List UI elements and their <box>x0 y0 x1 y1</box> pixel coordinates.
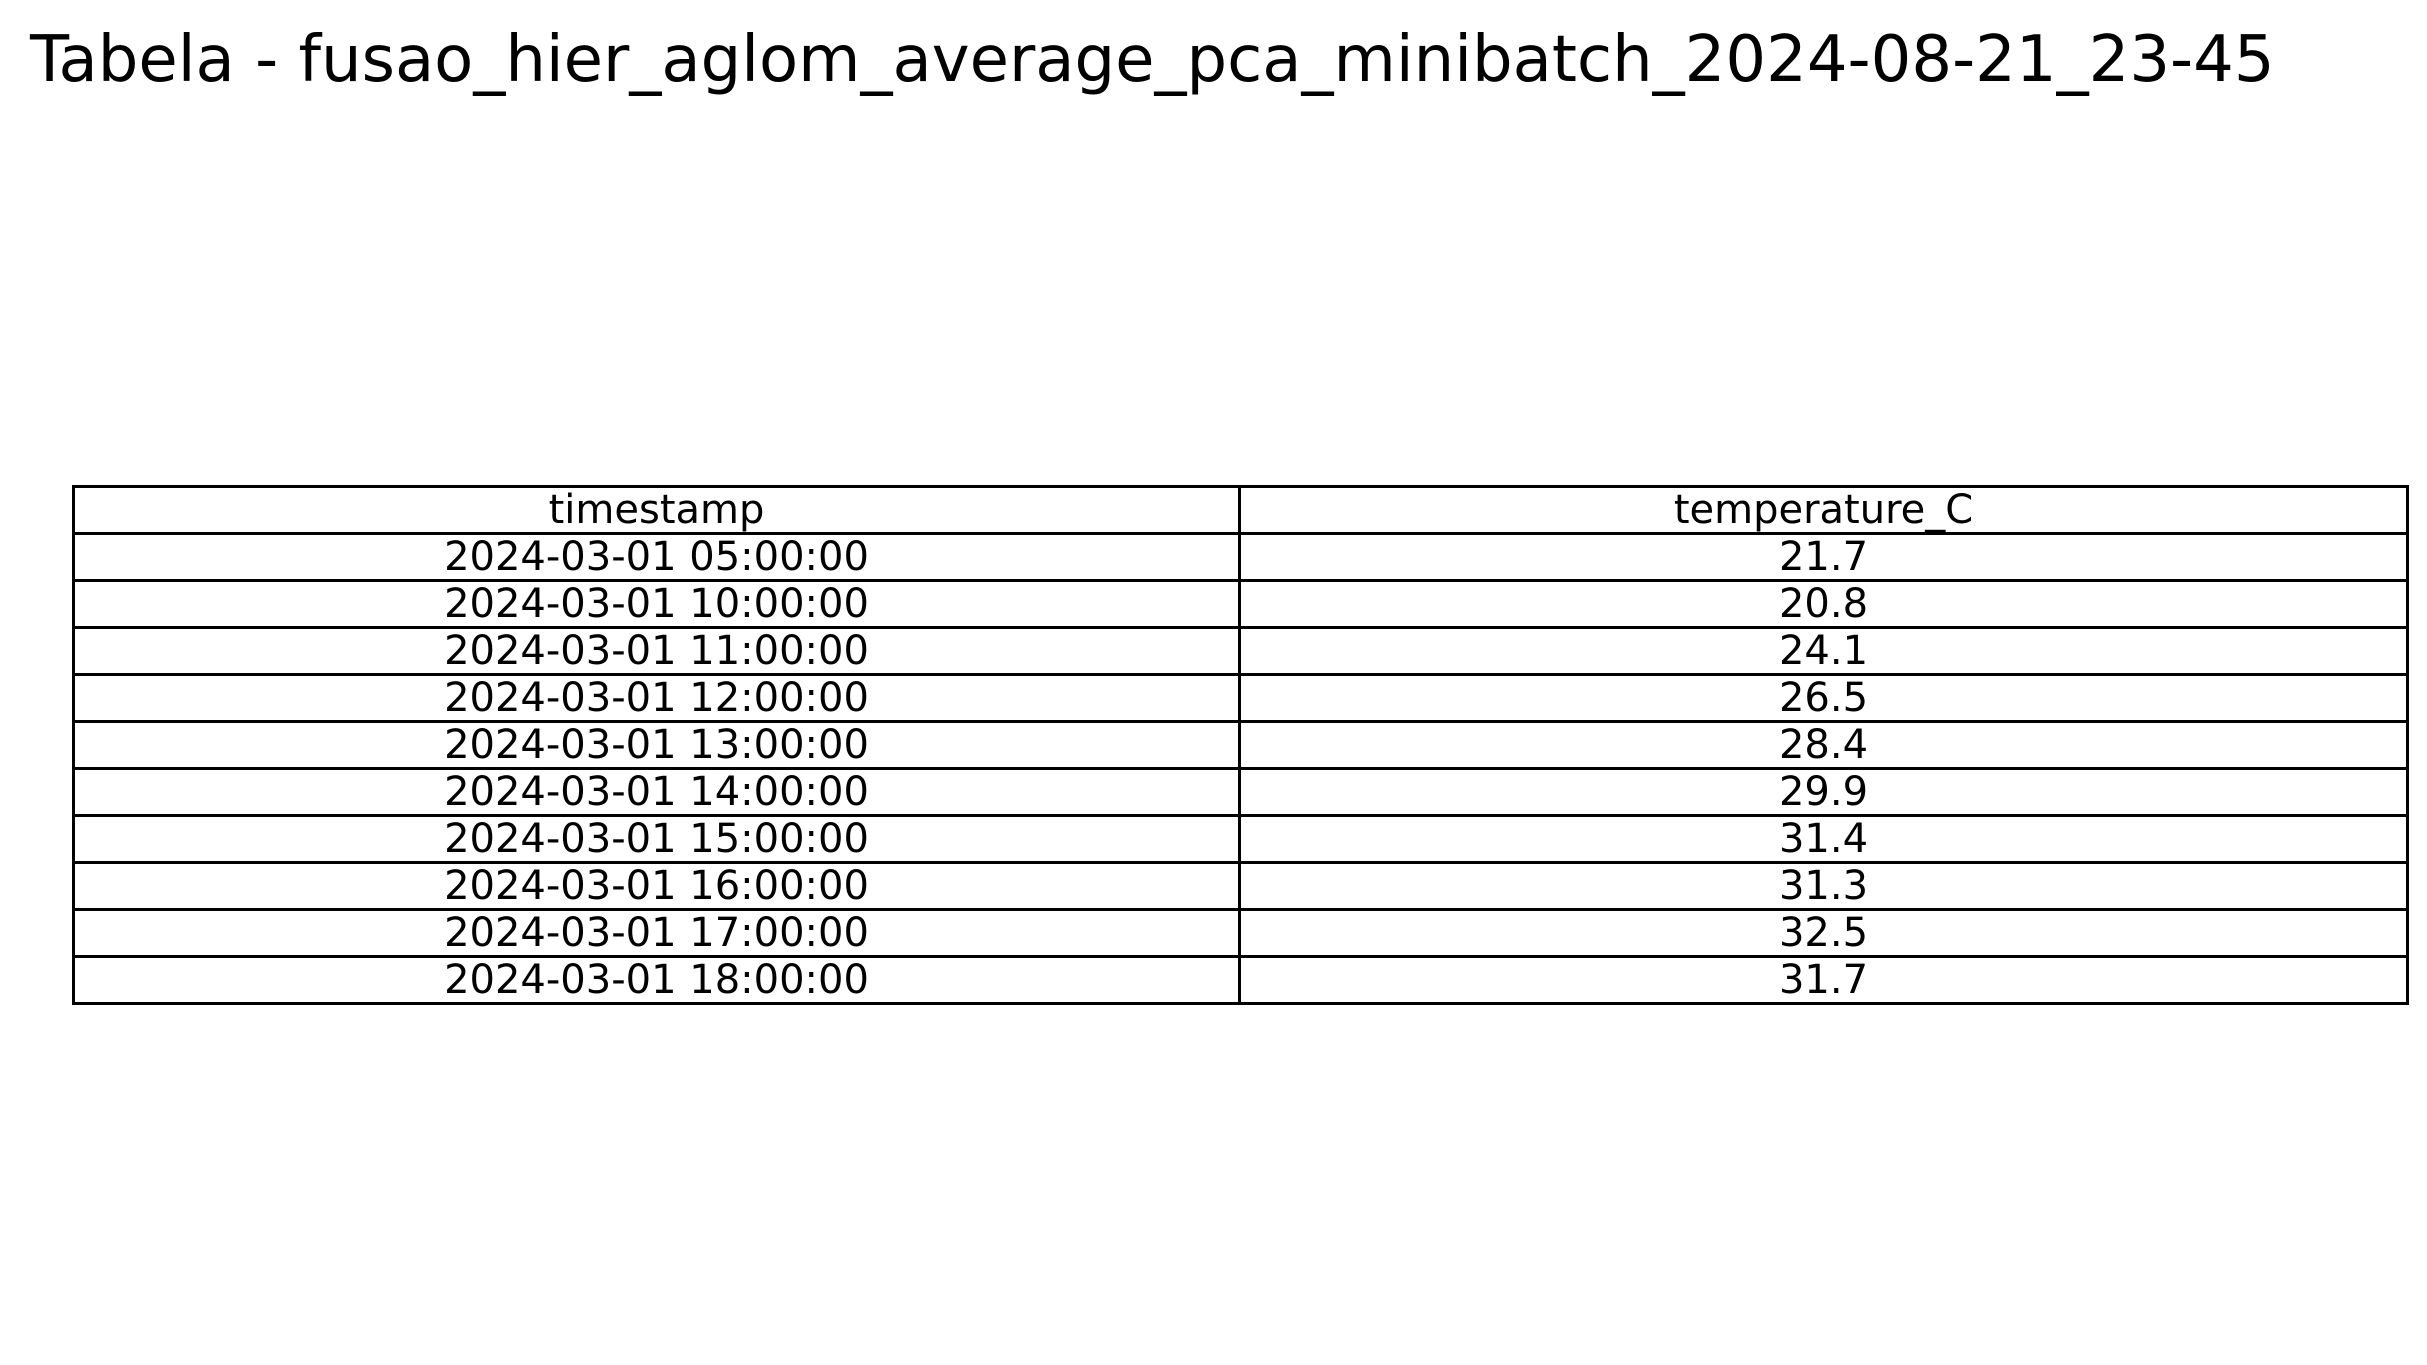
column-header-temperature: temperature_C <box>1238 485 2409 535</box>
cell-timestamp: 2024-03-01 16:00:00 <box>72 861 1241 911</box>
table-row: 2024-03-01 15:00:00 31.4 <box>72 814 2409 864</box>
column-header-timestamp: timestamp <box>72 485 1241 535</box>
cell-temperature: 20.8 <box>1238 579 2409 629</box>
table-row: 2024-03-01 16:00:00 31.3 <box>72 861 2409 911</box>
cell-timestamp: 2024-03-01 10:00:00 <box>72 579 1241 629</box>
data-table: timestamp temperature_C 2024-03-01 05:00… <box>72 485 2409 1005</box>
table-row: 2024-03-01 14:00:00 29.9 <box>72 767 2409 817</box>
cell-timestamp: 2024-03-01 17:00:00 <box>72 908 1241 958</box>
table-row: 2024-03-01 11:00:00 24.1 <box>72 626 2409 676</box>
cell-timestamp: 2024-03-01 05:00:00 <box>72 532 1241 582</box>
table-row: 2024-03-01 13:00:00 28.4 <box>72 720 2409 770</box>
cell-temperature: 31.7 <box>1238 955 2409 1005</box>
cell-temperature: 28.4 <box>1238 720 2409 770</box>
cell-timestamp: 2024-03-01 13:00:00 <box>72 720 1241 770</box>
table-row: 2024-03-01 12:00:00 26.5 <box>72 673 2409 723</box>
cell-temperature: 29.9 <box>1238 767 2409 817</box>
cell-temperature: 21.7 <box>1238 532 2409 582</box>
cell-temperature: 31.3 <box>1238 861 2409 911</box>
table-row: 2024-03-01 18:00:00 31.7 <box>72 955 2409 1005</box>
cell-temperature: 26.5 <box>1238 673 2409 723</box>
cell-timestamp: 2024-03-01 11:00:00 <box>72 626 1241 676</box>
cell-timestamp: 2024-03-01 14:00:00 <box>72 767 1241 817</box>
cell-timestamp: 2024-03-01 18:00:00 <box>72 955 1241 1005</box>
table-row: 2024-03-01 05:00:00 21.7 <box>72 532 2409 582</box>
cell-temperature: 31.4 <box>1238 814 2409 864</box>
table-header-row: timestamp temperature_C <box>72 485 2409 535</box>
table-title: Tabela - fusao_hier_aglom_average_pca_mi… <box>30 23 2275 97</box>
cell-temperature: 24.1 <box>1238 626 2409 676</box>
cell-timestamp: 2024-03-01 12:00:00 <box>72 673 1241 723</box>
cell-temperature: 32.5 <box>1238 908 2409 958</box>
cell-timestamp: 2024-03-01 15:00:00 <box>72 814 1241 864</box>
table-row: 2024-03-01 10:00:00 20.8 <box>72 579 2409 629</box>
table-row: 2024-03-01 17:00:00 32.5 <box>72 908 2409 958</box>
